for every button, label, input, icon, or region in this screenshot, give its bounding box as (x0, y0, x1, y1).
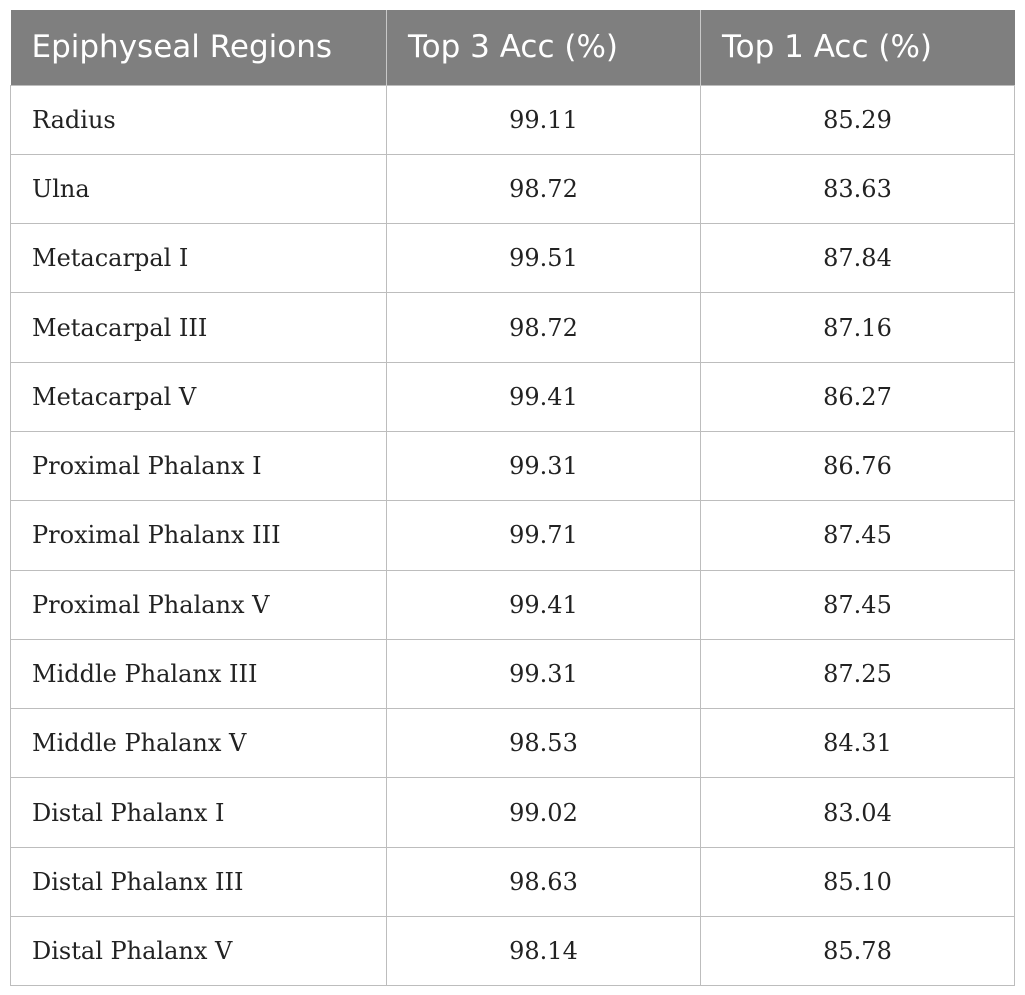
table-row: Proximal Phalanx III 99.71 87.45 (10, 500, 1015, 571)
table-row: Distal Phalanx III 98.63 85.10 (10, 846, 1015, 918)
table-row: Middle Phalanx V 98.53 84.31 (10, 708, 1015, 779)
region-cell: Distal Phalanx III (10, 846, 387, 918)
top1-cell: 86.27 (700, 361, 1015, 432)
top3-cell: 99.51 (386, 223, 701, 294)
table-row: Proximal Phalanx V 99.41 87.45 (10, 569, 1015, 640)
region-cell: Proximal Phalanx I (10, 430, 387, 502)
accuracy-table: Epiphyseal Regions Top 3 Acc (%) Top 1 A… (10, 10, 1015, 987)
table-row: Metacarpal I 99.51 87.84 (10, 223, 1015, 294)
column-header-top3: Top 3 Acc (%) (386, 10, 701, 85)
header-row: Epiphyseal Regions Top 3 Acc (%) Top 1 A… (10, 10, 1015, 85)
region-cell: Metacarpal V (10, 361, 387, 432)
top3-cell: 98.53 (386, 708, 701, 779)
table-row: Distal Phalanx V 98.14 85.78 (10, 916, 1015, 987)
top1-cell: 87.25 (700, 638, 1015, 710)
column-header-top1: Top 1 Acc (%) (700, 10, 1015, 85)
top1-cell: 87.84 (700, 223, 1015, 294)
region-cell: Metacarpal I (10, 223, 387, 294)
top1-cell: 85.29 (700, 84, 1015, 155)
region-cell: Metacarpal III (10, 292, 387, 363)
top1-cell: 87.45 (700, 569, 1015, 640)
table-body: Radius 99.11 85.29 Ulna 98.72 83.63 Meta… (10, 84, 1015, 987)
region-cell: Distal Phalanx I (10, 777, 387, 848)
table-row: Distal Phalanx I 99.02 83.04 (10, 777, 1015, 848)
top1-cell: 87.45 (700, 500, 1015, 571)
table-row: Radius 99.11 85.29 (10, 84, 1015, 155)
top1-cell: 85.78 (700, 916, 1015, 987)
top3-cell: 98.72 (386, 153, 701, 225)
top3-cell: 99.11 (386, 84, 701, 155)
column-header-region: Epiphyseal Regions (10, 10, 387, 85)
region-cell: Middle Phalanx V (10, 708, 387, 779)
top3-cell: 99.41 (386, 569, 701, 640)
table-header: Epiphyseal Regions Top 3 Acc (%) Top 1 A… (10, 10, 1015, 85)
top3-cell: 99.71 (386, 500, 701, 571)
top3-cell: 99.41 (386, 361, 701, 432)
top1-cell: 86.76 (700, 430, 1015, 502)
top1-cell: 87.16 (700, 292, 1015, 363)
top3-cell: 98.14 (386, 916, 701, 987)
region-cell: Proximal Phalanx III (10, 500, 387, 571)
region-cell: Distal Phalanx V (10, 916, 387, 987)
table-row: Metacarpal III 98.72 87.16 (10, 292, 1015, 363)
top3-cell: 98.72 (386, 292, 701, 363)
table-row: Middle Phalanx III 99.31 87.25 (10, 638, 1015, 710)
top3-cell: 99.02 (386, 777, 701, 848)
top1-cell: 83.04 (700, 777, 1015, 848)
region-cell: Middle Phalanx III (10, 638, 387, 710)
accuracy-table-container: Epiphyseal Regions Top 3 Acc (%) Top 1 A… (10, 10, 1015, 987)
top1-cell: 84.31 (700, 708, 1015, 779)
top3-cell: 99.31 (386, 638, 701, 710)
top3-cell: 99.31 (386, 430, 701, 502)
top1-cell: 85.10 (700, 846, 1015, 918)
region-cell: Radius (10, 84, 387, 155)
region-cell: Ulna (10, 153, 387, 225)
table-row: Metacarpal V 99.41 86.27 (10, 361, 1015, 432)
table-row: Proximal Phalanx I 99.31 86.76 (10, 430, 1015, 502)
top1-cell: 83.63 (700, 153, 1015, 225)
table-row: Ulna 98.72 83.63 (10, 153, 1015, 225)
top3-cell: 98.63 (386, 846, 701, 918)
region-cell: Proximal Phalanx V (10, 569, 387, 640)
